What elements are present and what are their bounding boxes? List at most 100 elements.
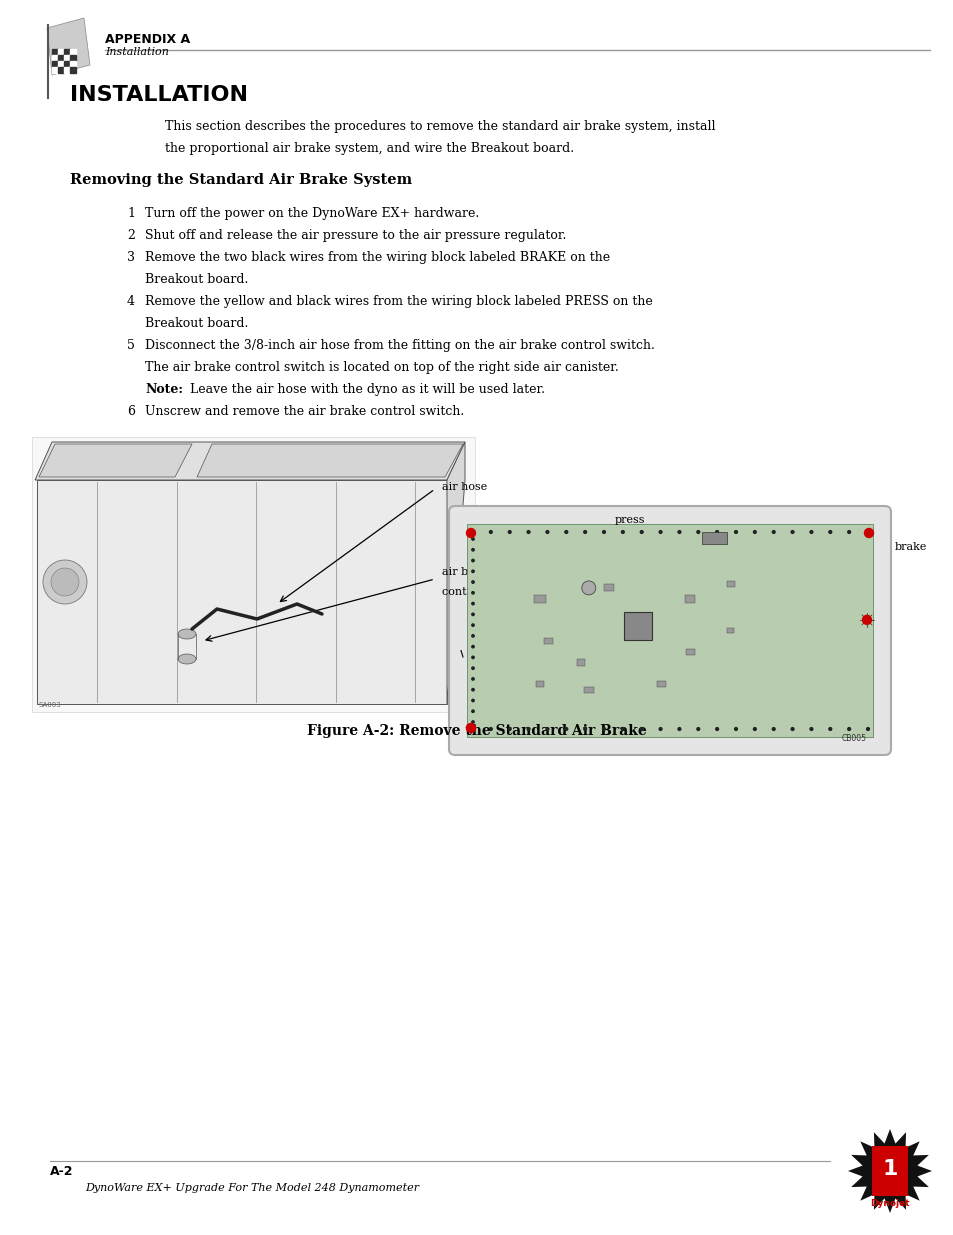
Text: DynoWare EX+ Upgrade For The Model 248 Dynamometer: DynoWare EX+ Upgrade For The Model 248 D… [85,1183,418,1193]
Circle shape [659,727,661,730]
Circle shape [847,727,850,730]
Circle shape [602,531,605,534]
Circle shape [472,571,474,573]
Circle shape [470,727,473,730]
Text: control switch: control switch [441,587,522,597]
Bar [871,1146,907,1195]
Bar [726,580,734,587]
Circle shape [696,727,699,730]
Circle shape [865,727,868,730]
Circle shape [734,727,737,730]
Circle shape [472,678,474,680]
Circle shape [753,727,756,730]
Circle shape [545,727,548,730]
Text: Figure A-2: Remove the Standard Air Brake: Figure A-2: Remove the Standard Air Brak… [307,724,646,739]
Text: air brake: air brake [441,567,493,577]
Text: Remove the yellow and black wires from the wiring block labeled PRESS on the: Remove the yellow and black wires from t… [145,295,652,308]
Circle shape [51,568,79,597]
Bar [58,67,64,73]
Text: Breakout board.: Breakout board. [145,273,248,287]
Text: CB005: CB005 [841,734,866,743]
Circle shape [809,727,812,730]
Text: 1: 1 [127,207,135,220]
Bar [58,56,64,61]
Circle shape [466,529,475,537]
Polygon shape [847,1129,931,1213]
Circle shape [639,727,642,730]
Circle shape [715,531,718,534]
Text: 6: 6 [127,405,135,417]
FancyBboxPatch shape [449,506,890,755]
Bar [70,56,75,61]
Bar [726,629,734,634]
Circle shape [508,727,511,730]
Circle shape [772,531,774,534]
Text: press: press [614,515,644,525]
Bar [64,56,70,61]
Bar [58,49,64,56]
Circle shape [472,721,474,724]
Text: 2: 2 [127,228,135,242]
Text: Note:: Note: [145,383,183,396]
Bar [534,594,545,603]
Text: Remove the two black wires from the wiring block labeled BRAKE on the: Remove the two black wires from the wiri… [145,251,610,264]
Circle shape [489,727,492,730]
Circle shape [472,537,474,540]
Bar [70,62,75,67]
Bar [576,659,584,666]
Bar [657,680,666,687]
Bar [623,613,651,640]
Text: A-2: A-2 [50,1165,73,1178]
Polygon shape [447,442,464,704]
Circle shape [790,727,793,730]
Bar [52,62,58,67]
Ellipse shape [178,655,195,664]
Circle shape [620,727,623,730]
Circle shape [696,531,699,534]
Bar [685,648,694,655]
Circle shape [472,613,474,615]
Circle shape [734,531,737,534]
Circle shape [466,724,475,732]
Circle shape [472,624,474,626]
Text: 1: 1 [882,1158,897,1179]
Circle shape [472,603,474,605]
Text: air hose: air hose [441,482,487,492]
Circle shape [472,548,474,551]
Polygon shape [35,442,464,480]
Circle shape [564,531,567,534]
Circle shape [508,531,511,534]
Bar [684,594,695,603]
Bar [37,480,447,704]
Circle shape [583,531,586,534]
Bar [467,524,872,737]
Text: Breakout board.: Breakout board. [145,317,248,330]
Circle shape [583,727,586,730]
Circle shape [472,559,474,562]
Bar [543,638,552,645]
Circle shape [639,531,642,534]
Bar [70,67,75,73]
Circle shape [472,710,474,713]
Circle shape [545,531,548,534]
Circle shape [527,727,530,730]
Circle shape [753,531,756,534]
Bar [32,437,475,713]
Circle shape [715,727,718,730]
Circle shape [620,531,623,534]
Circle shape [472,699,474,701]
Ellipse shape [178,629,195,638]
Text: Turn off the power on the DynoWare EX+ hardware.: Turn off the power on the DynoWare EX+ h… [145,207,478,220]
Polygon shape [47,19,90,75]
Bar [70,49,75,56]
Bar [583,687,593,693]
Circle shape [790,531,793,534]
Circle shape [470,531,473,534]
Text: Unscrew and remove the air brake control switch.: Unscrew and remove the air brake control… [145,405,464,417]
Bar [52,67,58,73]
Text: SA003: SA003 [38,701,61,708]
Circle shape [527,531,530,534]
Circle shape [678,531,680,534]
Circle shape [678,727,680,730]
Circle shape [472,688,474,690]
